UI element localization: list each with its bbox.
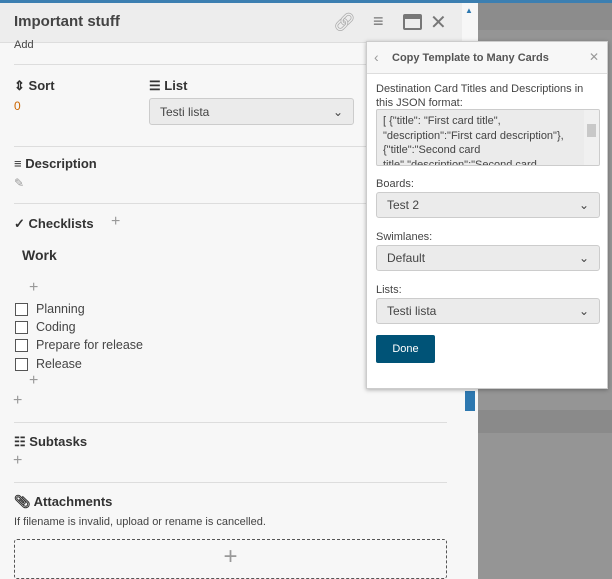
- add-checklist-icon[interactable]: +: [111, 213, 121, 230]
- link-icon[interactable]: 🔗︎: [333, 12, 356, 32]
- attachments-note: If filename is invalid, upload or rename…: [14, 516, 266, 528]
- back-icon[interactable]: ‹: [374, 49, 379, 65]
- attachments-label: Attachments: [33, 494, 113, 509]
- boards-label: Boards:: [376, 178, 414, 190]
- add-checklist-bottom-icon[interactable]: +: [13, 392, 23, 409]
- sort-label: Sort: [28, 78, 55, 93]
- checklist-checkbox[interactable]: [15, 358, 28, 371]
- paperclip-icon: 📎︎: [14, 494, 31, 509]
- scroll-up-arrow[interactable]: ▲: [465, 6, 473, 15]
- board-list-band: [478, 410, 612, 433]
- copy-template-popup: ‹ Copy Template to Many Cards ✕ Destinat…: [366, 41, 608, 389]
- chevron-down-icon: ⌄: [578, 304, 589, 318]
- boards-select-value: Test 2: [387, 198, 420, 212]
- boards-select[interactable]: Test 2 ⌄: [376, 192, 600, 218]
- chevron-down-icon: ⌄: [332, 104, 343, 119]
- chevron-down-icon: ⌄: [578, 251, 589, 265]
- maximize-icon[interactable]: [403, 14, 422, 30]
- divider: [14, 482, 447, 483]
- divider: [14, 64, 447, 65]
- divider: [14, 146, 447, 147]
- board-background: [478, 3, 612, 30]
- top-accent-bar: [0, 0, 612, 3]
- edit-icon[interactable]: ✎: [14, 176, 25, 190]
- swimlanes-select-value: Default: [387, 251, 426, 265]
- swimlanes-label: Swimlanes:: [376, 231, 433, 243]
- add-item-icon[interactable]: +: [29, 372, 39, 389]
- list-select-value: Testi lista: [160, 104, 210, 119]
- checklist-checkbox[interactable]: [15, 339, 28, 352]
- lists-select[interactable]: Testi lista ⌄: [376, 298, 600, 324]
- sort-value[interactable]: 0: [14, 99, 21, 113]
- lists-select-value: Testi lista: [387, 304, 437, 318]
- json-textarea[interactable]: [ {"title": "First card title", "descrip…: [376, 109, 600, 166]
- divider: [14, 422, 447, 423]
- add-link[interactable]: Add: [14, 39, 34, 51]
- json-textarea-value: [ {"title": "First card title", "descrip…: [383, 115, 564, 166]
- checklist-item[interactable]: Release: [36, 357, 82, 371]
- swimlanes-select[interactable]: Default ⌄: [376, 245, 600, 271]
- close-icon[interactable]: ✕: [430, 12, 447, 34]
- chevron-down-icon: ⌄: [578, 198, 589, 212]
- scrollbar-thumb[interactable]: [465, 391, 475, 411]
- card-header: Important stuff 🔗︎ ≡ ✕: [0, 3, 462, 43]
- description-label: Description: [25, 156, 97, 171]
- popup-header: ‹ Copy Template to Many Cards ✕: [367, 42, 607, 74]
- list-select[interactable]: Testi lista ⌄: [149, 98, 354, 125]
- json-label: Destination Card Titles and Descriptions…: [376, 83, 584, 109]
- close-icon[interactable]: ✕: [588, 50, 599, 64]
- hamburger-menu-icon[interactable]: ≡: [373, 11, 384, 31]
- lists-label: Lists:: [376, 284, 402, 296]
- divider: [14, 203, 447, 204]
- popup-title: Copy Template to Many Cards: [392, 52, 549, 64]
- sort-icon: ⇕: [14, 78, 25, 93]
- checklist-checkbox[interactable]: [15, 321, 28, 334]
- add-item-top-icon[interactable]: +: [29, 279, 39, 296]
- add-subtask-icon[interactable]: +: [13, 452, 23, 469]
- subtasks-icon: ☷: [14, 434, 26, 449]
- done-button[interactable]: Done: [376, 335, 435, 363]
- description-icon: ≡: [14, 156, 22, 171]
- attachment-dropzone[interactable]: +: [14, 539, 447, 579]
- checklist-item[interactable]: Planning: [36, 302, 85, 316]
- textarea-scrollbar[interactable]: [584, 110, 599, 165]
- check-icon: ✓: [14, 216, 25, 231]
- subtasks-label: Subtasks: [29, 434, 88, 449]
- list-label: List: [164, 78, 188, 93]
- card-title[interactable]: Important stuff: [14, 13, 120, 30]
- checklist-title[interactable]: Work: [22, 247, 57, 263]
- checklist-item[interactable]: Coding: [36, 320, 76, 334]
- checklist-item[interactable]: Prepare for release: [36, 338, 144, 352]
- checklists-label: Checklists: [28, 216, 94, 231]
- checklist-checkbox[interactable]: [15, 303, 28, 316]
- list-icon: ☰: [149, 78, 161, 93]
